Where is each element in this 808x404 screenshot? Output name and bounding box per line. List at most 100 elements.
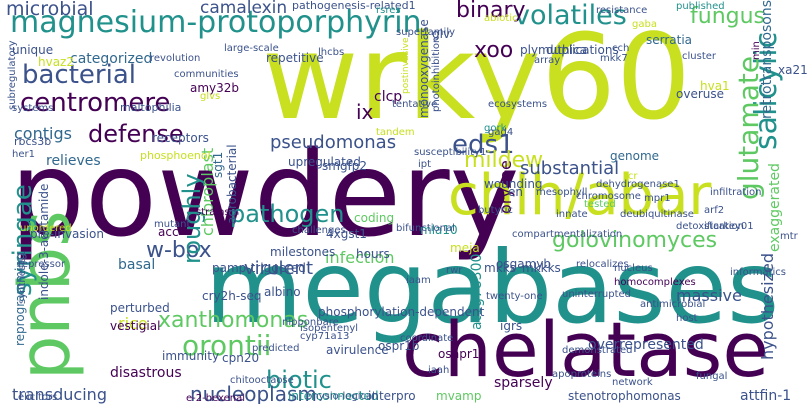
word-175: compartmentalization — [512, 229, 623, 240]
word-64: pre-invasion — [30, 227, 104, 241]
word-29: infection — [325, 248, 395, 267]
word-108: iaam — [406, 275, 431, 286]
word-102: mkks — [484, 261, 516, 275]
word-129: uninterrupted — [562, 289, 632, 300]
word-172: innate — [556, 209, 588, 220]
word-100: mla10 — [420, 223, 458, 237]
word-123: phosphorylation-dependent — [318, 305, 485, 319]
word-138: systems — [12, 103, 54, 114]
word-76: lhcbs — [318, 47, 345, 58]
word-171: mpr1 — [644, 193, 671, 204]
word-165: iaah — [428, 365, 450, 376]
word-83: cch — [612, 43, 630, 54]
word-158: predicted — [252, 343, 300, 354]
word-8: binary — [456, 0, 526, 23]
word-154: antimicrobial — [640, 299, 706, 310]
word-124: nipponbare — [282, 317, 339, 328]
word-169: host — [676, 313, 698, 324]
word-114: en — [508, 185, 523, 199]
word-128: relocalizes — [576, 259, 629, 270]
word-56: interpro — [368, 389, 416, 403]
word-75: repetitive — [266, 51, 324, 65]
word-127: dehydrogenase1 — [596, 179, 680, 190]
word-107: milestones — [270, 245, 336, 259]
word-77: clcp — [374, 89, 403, 105]
word-122: physio-logical — [306, 391, 375, 402]
word-55: interconnected — [288, 389, 379, 403]
word-104: acc — [158, 225, 179, 239]
word-140: susceptibility1 — [414, 147, 487, 158]
word-173: arf2 — [704, 205, 725, 216]
word-44: tandem — [376, 127, 415, 138]
word-97: smgfp2 — [322, 159, 368, 173]
word-91: min — [751, 41, 762, 60]
word-177: detoxification — [676, 221, 745, 232]
word-61: indole-3-acetamide — [37, 183, 51, 300]
word-120: chitooctaose — [230, 375, 294, 386]
word-98: coding — [354, 211, 395, 225]
word-115: wounding — [484, 177, 543, 191]
word-132: gaba — [632, 19, 657, 30]
word-27: orontii — [182, 329, 272, 362]
word-174: starkey01 — [704, 221, 754, 232]
word-3: chelatase — [402, 305, 770, 394]
word-52: overrepresented — [588, 337, 704, 353]
word-130: published — [676, 1, 725, 12]
word-86: glv — [432, 27, 451, 41]
word-87: rsres — [376, 5, 401, 16]
word-113: cpn20 — [222, 351, 260, 365]
word-170: butyric — [478, 205, 513, 216]
word-176: deubiquitinase — [620, 209, 694, 220]
word-47: vestigial — [110, 319, 161, 333]
word-178: mtr — [780, 231, 798, 242]
word-96: gad4 — [488, 127, 514, 138]
word-30: virulent — [244, 258, 314, 279]
word-10: bacterial — [22, 60, 136, 90]
word-151: mesophyll — [536, 187, 588, 198]
word-126: upregulated — [288, 155, 361, 169]
word-121: e-2-hexenal — [186, 393, 246, 404]
word-58: mvamp — [436, 389, 482, 403]
word-45: rice — [118, 314, 148, 333]
word-95: gork — [484, 123, 507, 134]
word-143: apoproteins — [552, 369, 612, 380]
word-68: amy32b — [190, 81, 240, 95]
word-48: perturbed — [110, 301, 170, 315]
word-13: camalexin — [200, 0, 288, 18]
word-84: duplications — [546, 43, 619, 57]
word-162: informatics — [730, 267, 786, 278]
word-150: tested — [584, 199, 616, 210]
word-7: volatiles — [514, 0, 627, 31]
word-145: repressor — [18, 259, 66, 270]
word-82: mkk7 — [600, 53, 628, 64]
word-110: osnpr1 — [438, 347, 480, 361]
word-16: eds1 — [452, 130, 515, 160]
word-15: defense — [88, 120, 184, 148]
word-53: attfin-1 — [740, 388, 792, 404]
word-85: array — [534, 55, 561, 66]
word-23: w-box — [146, 238, 212, 263]
word-159: strains — [196, 207, 230, 218]
word-119: pamp-triggered — [212, 261, 306, 275]
word-2: megabases — [205, 229, 780, 346]
word-49: osgamyb — [496, 257, 551, 271]
word-118: cry2h-seq — [202, 289, 262, 303]
word-146: elicitors — [18, 392, 58, 403]
word-41: plymuthica — [520, 43, 587, 57]
word-25: xanthomonas — [158, 308, 309, 333]
word-72: her1 — [12, 149, 35, 160]
word-101: meja — [450, 241, 480, 255]
word-111: avirulence — [326, 343, 389, 357]
word-161: bifunctional — [396, 223, 455, 234]
word-116: sgt1 — [211, 151, 225, 178]
word-155: cluster — [682, 51, 717, 62]
word-125: twenty-one — [486, 291, 543, 302]
word-105: albino — [264, 285, 301, 299]
word-0: wrky60 — [262, 8, 692, 146]
word-141: coordinate — [400, 333, 454, 344]
word-69: unique — [12, 43, 54, 57]
word-149: rcr — [624, 171, 638, 182]
word-14: pathogenesis-related1 — [292, 0, 416, 12]
word-40: xoo — [474, 38, 514, 63]
